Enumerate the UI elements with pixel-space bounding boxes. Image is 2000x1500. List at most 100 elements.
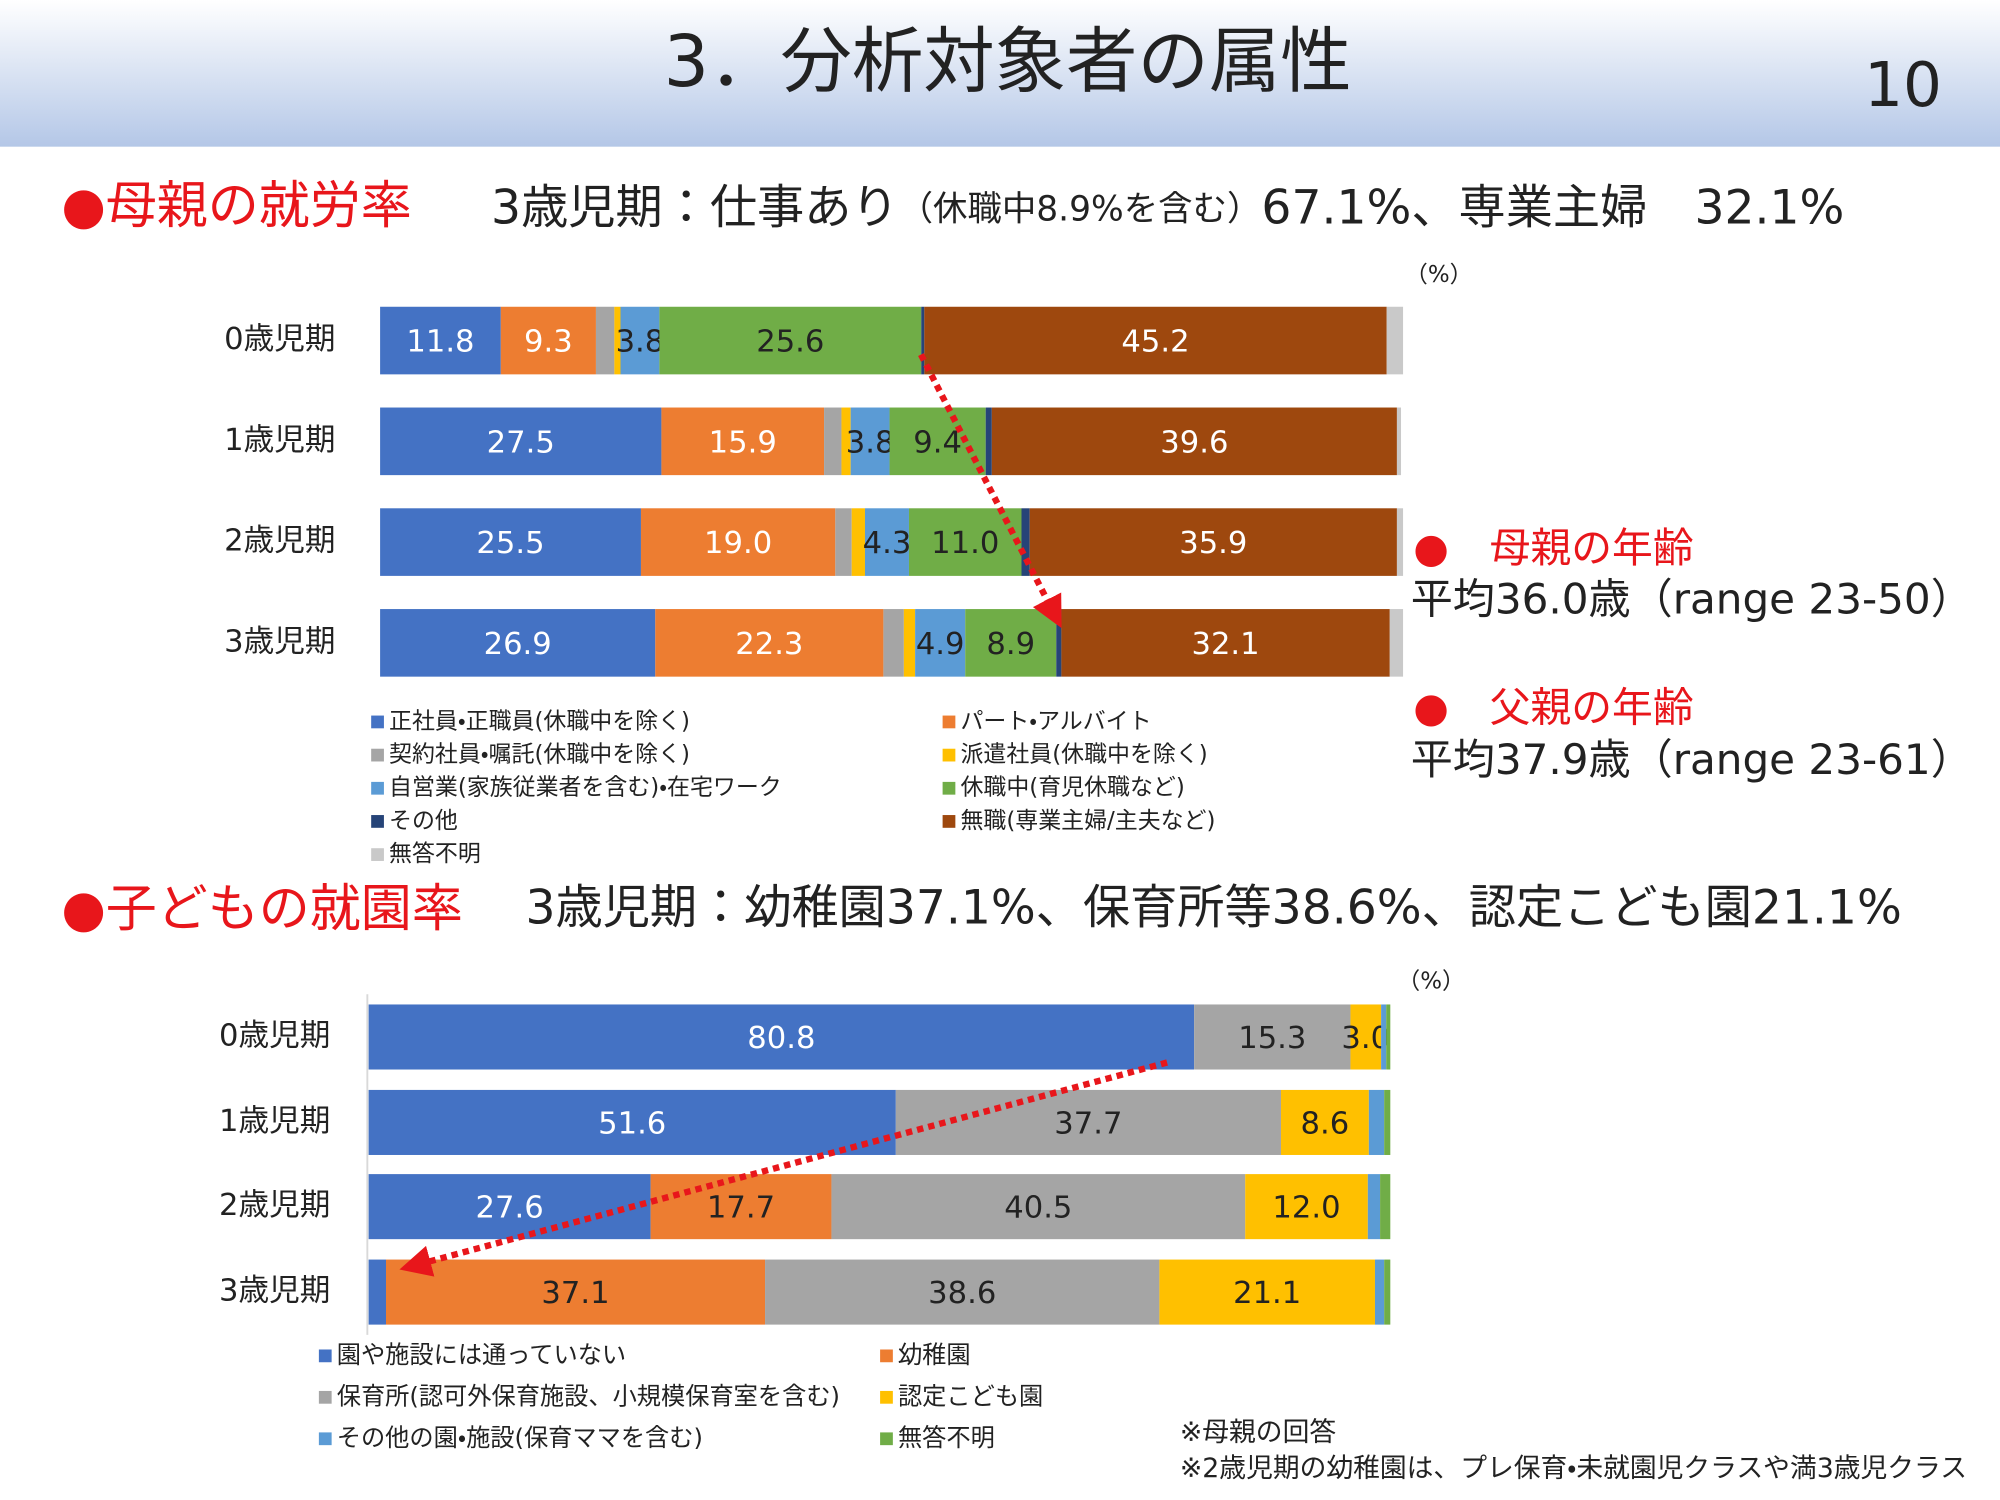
bar-segment: [991, 407, 1397, 476]
bar-segment: [921, 306, 925, 375]
value-label: 8.9: [986, 627, 1035, 662]
bar-segment: [1384, 1089, 1391, 1155]
bar-segment: [915, 609, 966, 677]
value-label: 9.4: [913, 425, 962, 460]
unit-label: （%）: [1397, 969, 1465, 995]
trend-arrow: [918, 353, 1062, 629]
bar-segment: [595, 306, 615, 375]
bar-segment: [1350, 1004, 1382, 1070]
bar-segment: [864, 508, 909, 576]
legend-label: 無職(専業主婦/主夫など): [960, 808, 1215, 834]
bar-segment: [1368, 1089, 1385, 1155]
value-label: 80.8: [747, 1021, 815, 1056]
category-label: 3歳児期: [224, 624, 335, 659]
bar-segment: [385, 1259, 766, 1325]
legend-swatch: [880, 1390, 893, 1404]
bar-segment: [368, 1174, 651, 1240]
section-summary: 3歳児期：仕事あり（休職中8.9%を含む）67.1%、専業主婦 32.1%: [491, 180, 1844, 235]
bar-segment: [1061, 609, 1390, 677]
bar-segment: [903, 609, 916, 677]
summary-tail: 67.1%、専業主婦 32.1%: [1261, 180, 1844, 235]
value-label: 25.6: [756, 325, 824, 360]
value-label: 40.5: [1004, 1191, 1072, 1226]
bar-segment: [850, 407, 890, 476]
bar-segment: [380, 407, 662, 476]
bar-segment: [640, 508, 836, 576]
legend-swatch: [371, 715, 384, 729]
legend-label: 無答不明: [898, 1424, 995, 1452]
side-note-text: 平均37.9歳（range 23-61）: [1411, 735, 1973, 784]
bar-segment: [380, 306, 501, 375]
category-label: 3歳児期: [219, 1274, 330, 1309]
bar-segment: [1386, 306, 1404, 375]
bar-segment: [655, 609, 884, 677]
legend-swatch: [942, 815, 956, 828]
section-heading: ●母親の就労率: [61, 177, 412, 236]
bar-segment: [1021, 508, 1030, 576]
bar-segment: [835, 508, 852, 576]
legend-label: その他の園・施設(保育ママを含む): [337, 1424, 703, 1452]
legend-label: 無答不明: [389, 841, 481, 867]
side-note-text: 平均36.0歳（range 23-50）: [1411, 575, 1973, 624]
heading-text: ●子どもの就園率: [61, 880, 463, 939]
heading-text: ●母親の就労率: [61, 177, 412, 236]
value-label: 45.2: [1121, 325, 1189, 360]
bar-segment: [765, 1259, 1160, 1325]
bar-segment: [831, 1174, 1246, 1240]
bar-segment: [380, 609, 656, 677]
legend-label: 契約社員・嘱託(休職中を除く): [389, 742, 690, 768]
legend-swatch: [318, 1349, 332, 1363]
legend-swatch: [880, 1432, 893, 1446]
legend-label: 保育所(認可外保育施設、小規模保育室を含む): [337, 1382, 840, 1410]
category-label: 2歳児期: [224, 524, 335, 559]
side-note-heading: ● 母親の年齢: [1413, 524, 1693, 572]
bar-segment: [1374, 1259, 1385, 1325]
bar-segment: [985, 407, 992, 476]
bar-segment: [620, 306, 660, 375]
value-label: 25.5: [476, 526, 544, 561]
bar-segment: [1159, 1259, 1375, 1325]
legend-swatch: [318, 1390, 332, 1404]
bar-segment: [924, 306, 1387, 375]
summary-note: （休職中8.9%を含む）: [899, 189, 1262, 229]
header-band: [0, 0, 2000, 147]
value-label: 3.8: [616, 325, 665, 360]
bar-segment: [1367, 1174, 1381, 1240]
bar-segment: [824, 407, 842, 476]
legend-swatch: [942, 748, 956, 762]
category-label: 2歳児期: [219, 1188, 330, 1223]
legend-label: 正社員・正職員(休職中を除く): [389, 708, 690, 734]
bar-segment: [895, 1089, 1281, 1155]
value-label: 8.6: [1301, 1107, 1350, 1142]
value-label: 51.6: [598, 1107, 666, 1142]
value-label: 27.5: [487, 425, 555, 460]
value-label: 35.9: [1179, 526, 1247, 561]
category-label: 1歳児期: [219, 1104, 330, 1139]
legend-swatch: [942, 715, 956, 729]
value-label: 38.6: [928, 1276, 996, 1311]
legend-label: 派遣社員(休職中を除く): [960, 742, 1207, 768]
legend-label: その他: [389, 808, 458, 834]
legend-label: 幼稚園: [898, 1341, 971, 1369]
page-number: 10: [1864, 50, 1942, 121]
footnote: ※2歳児期の幼稚園は、プレ保育・未就園児クラスや満3歳児クラス: [1180, 1453, 1967, 1484]
bar-segment: [1384, 1259, 1391, 1325]
value-label: 11.8: [406, 325, 474, 360]
legend-swatch: [371, 815, 384, 828]
value-label: 27.6: [476, 1191, 544, 1226]
value-label: 19.0: [704, 526, 772, 561]
value-label: 4.9: [916, 627, 965, 662]
legend-swatch: [942, 781, 956, 795]
legend-label: パート・アルバイト: [960, 708, 1151, 734]
trend-arrow: [399, 1059, 1168, 1277]
value-label: 37.1: [541, 1276, 609, 1311]
bar-segment: [841, 407, 851, 476]
value-label: 12.0: [1272, 1191, 1340, 1226]
category-label: 0歳児期: [219, 1018, 330, 1053]
legend-swatch: [371, 848, 384, 861]
bar-segment: [1029, 508, 1397, 576]
bar-segment: [1245, 1174, 1368, 1240]
bar-segment: [661, 407, 825, 476]
value-label: 26.9: [484, 627, 552, 662]
